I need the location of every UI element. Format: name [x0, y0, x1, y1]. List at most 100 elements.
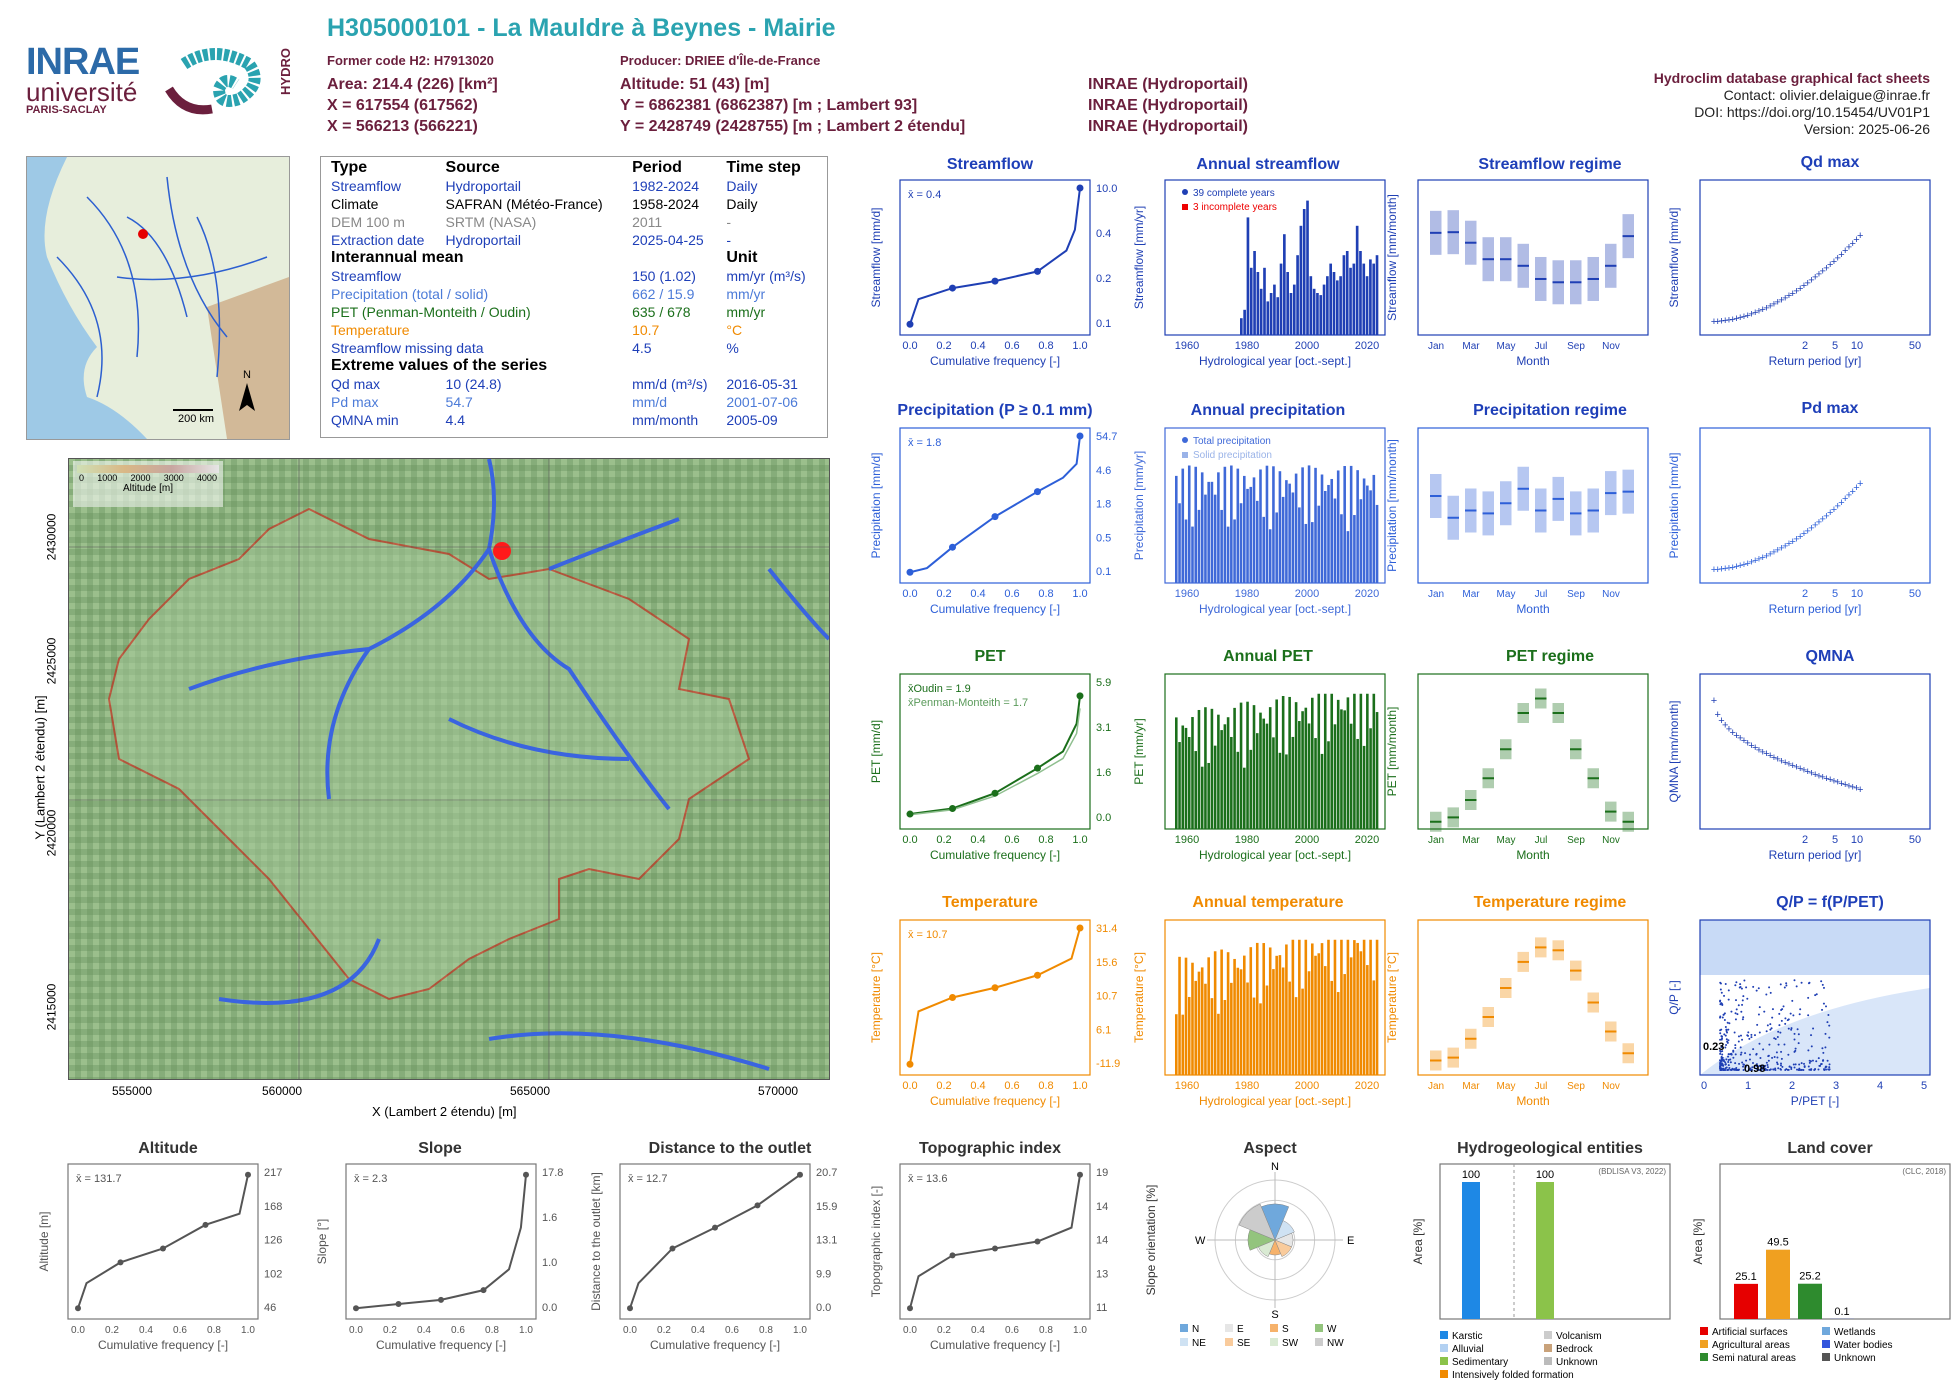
right-tick-label: 10.7 — [1096, 991, 1117, 1003]
bar — [1353, 515, 1356, 583]
data-point — [1824, 1046, 1826, 1048]
x-tick-label: Sep — [1567, 589, 1585, 600]
data-point — [1807, 1014, 1809, 1016]
data-point — [1746, 998, 1748, 1000]
data-point — [1747, 1031, 1749, 1033]
data-point — [1722, 1069, 1724, 1071]
bar — [1266, 985, 1269, 1075]
bar — [1253, 251, 1256, 335]
x-tick-label: 0.4 — [970, 340, 985, 352]
right-tick-label: 1.6 — [542, 1212, 557, 1224]
source-note: (BDLISA V3, 2022) — [1598, 1167, 1666, 1176]
bar — [1178, 742, 1181, 829]
legend-entry: Sedimentary — [1452, 1357, 1508, 1368]
x-tick-label: Jan — [1428, 589, 1444, 600]
data-point — [1736, 1008, 1738, 1010]
data-point — [1752, 1048, 1754, 1050]
bar — [1181, 725, 1184, 829]
bar — [1269, 529, 1272, 583]
x-tick-label: 0.8 — [1038, 340, 1053, 352]
data-point — [992, 1245, 998, 1251]
data-point — [1735, 1067, 1737, 1069]
data-point — [907, 321, 914, 328]
bar — [1282, 497, 1285, 583]
bar — [1259, 1003, 1262, 1075]
bar — [1333, 272, 1336, 335]
data-point — [1719, 1063, 1721, 1065]
data-point — [1719, 1029, 1721, 1031]
mean-label: x̄ = 1.8 — [908, 437, 941, 449]
data-point — [1804, 1065, 1806, 1067]
series-line — [910, 928, 1080, 1064]
bar — [1366, 276, 1369, 335]
data-point — [1780, 1069, 1782, 1071]
x-tick-label: 0.6 — [1004, 1080, 1019, 1092]
legend-marker — [1822, 1353, 1830, 1361]
data-point — [1738, 1063, 1740, 1065]
data-point: + — [1857, 784, 1863, 796]
bar — [1323, 285, 1326, 335]
data-point — [1784, 1023, 1786, 1025]
bar — [1288, 697, 1291, 829]
bar — [1253, 477, 1256, 583]
data-point — [992, 513, 999, 520]
data-point — [1719, 982, 1721, 984]
right-tick-label: 13.1 — [816, 1235, 837, 1247]
data-point — [1768, 1044, 1770, 1046]
data-point — [1759, 1006, 1761, 1008]
bar — [1230, 983, 1233, 1075]
data-point — [907, 569, 914, 576]
data-point — [1733, 1068, 1735, 1070]
bar — [1339, 276, 1342, 335]
bar — [1259, 713, 1262, 829]
bar — [1326, 276, 1329, 335]
bar — [1181, 1015, 1184, 1075]
data-point — [1770, 992, 1772, 994]
data-point — [1798, 1064, 1800, 1066]
data-point — [1736, 1013, 1738, 1015]
data-point — [1734, 984, 1736, 986]
data-point — [1741, 1039, 1743, 1041]
data-point — [1827, 1060, 1829, 1062]
bar — [1295, 474, 1298, 583]
legend-entry: SW — [1282, 1338, 1299, 1349]
data-point — [1788, 1028, 1790, 1030]
bar — [1243, 476, 1246, 583]
x-tick-label: 0.4 — [970, 834, 985, 846]
bar — [1204, 495, 1207, 583]
bar — [1337, 470, 1340, 583]
mean-label: x̄ = 13.6 — [908, 1173, 947, 1185]
x-tick-label: Mar — [1462, 835, 1480, 846]
data-point — [907, 811, 914, 818]
plot-frame — [68, 1164, 258, 1319]
legend-marker — [1182, 437, 1188, 443]
data-point: + — [1857, 478, 1863, 490]
bar — [1272, 466, 1275, 583]
bar — [1224, 724, 1227, 829]
legend-marker — [1700, 1327, 1708, 1335]
data-point — [1727, 1061, 1729, 1063]
x-axis-label: Return period [yr] — [1769, 602, 1862, 616]
annotation: 0.23 — [1703, 1041, 1724, 1053]
shaded-region — [1700, 988, 1930, 1075]
legend-entry: N — [1192, 1324, 1199, 1335]
bar — [1293, 285, 1296, 335]
data-point — [1811, 1045, 1813, 1047]
bar — [1217, 1014, 1220, 1075]
bar — [1204, 707, 1207, 829]
bar — [1262, 517, 1265, 583]
data-point — [1077, 185, 1084, 192]
data-point — [1826, 1021, 1828, 1023]
data-point — [1825, 1066, 1827, 1068]
x-tick-label: 0.6 — [1005, 1325, 1019, 1336]
bar — [1285, 754, 1288, 829]
data-point — [1749, 1059, 1751, 1061]
bar — [1240, 503, 1243, 583]
data-point — [1783, 1005, 1785, 1007]
data-point — [1742, 1018, 1744, 1020]
data-point — [353, 1305, 359, 1311]
x-axis-label: Cumulative frequency [-] — [650, 1338, 780, 1352]
data-point — [1780, 1051, 1782, 1053]
x-axis-label: Cumulative frequency [-] — [930, 354, 1060, 368]
